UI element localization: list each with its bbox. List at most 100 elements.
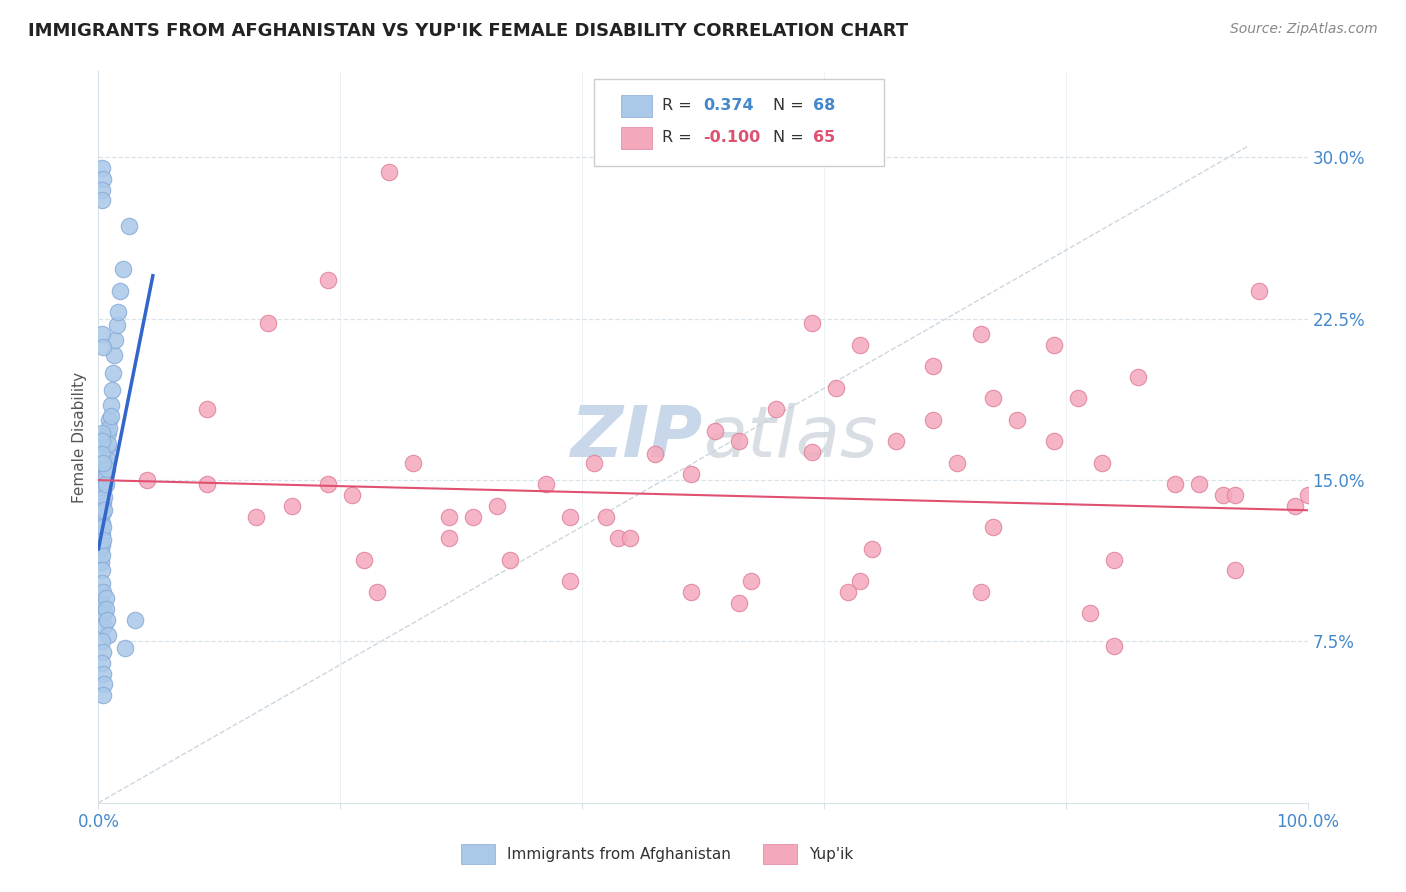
Point bbox=[97, 425, 120, 440]
Point bbox=[679, 467, 702, 481]
Point bbox=[981, 392, 1004, 406]
Text: R =: R = bbox=[662, 130, 692, 145]
Point bbox=[644, 447, 666, 461]
Text: 68: 68 bbox=[813, 98, 835, 113]
Point bbox=[91, 527, 114, 541]
Point bbox=[377, 165, 399, 179]
Text: N =: N = bbox=[773, 98, 804, 113]
Point bbox=[91, 172, 114, 186]
Point bbox=[800, 445, 823, 459]
Point bbox=[765, 402, 787, 417]
Point bbox=[1163, 477, 1185, 491]
Point bbox=[91, 456, 114, 470]
Point bbox=[93, 677, 115, 691]
Point bbox=[281, 499, 304, 513]
Point bbox=[108, 284, 131, 298]
Point bbox=[825, 381, 848, 395]
Point bbox=[93, 619, 115, 633]
Point bbox=[91, 656, 114, 670]
Text: Yup'ik: Yup'ik bbox=[810, 847, 853, 862]
Point bbox=[1223, 564, 1246, 578]
Point bbox=[91, 447, 114, 461]
Point bbox=[256, 316, 278, 330]
Point bbox=[98, 421, 121, 435]
Point bbox=[463, 509, 485, 524]
Point bbox=[94, 591, 117, 606]
FancyBboxPatch shape bbox=[595, 78, 884, 167]
Point bbox=[981, 520, 1004, 534]
Point bbox=[91, 194, 114, 208]
Text: 0.374: 0.374 bbox=[703, 98, 754, 113]
Point bbox=[921, 413, 943, 427]
Point bbox=[91, 688, 114, 702]
Point bbox=[970, 585, 993, 599]
Bar bbox=[461, 845, 495, 863]
Text: IMMIGRANTS FROM AFGHANISTAN VS YUP'IK FEMALE DISABILITY CORRELATION CHART: IMMIGRANTS FROM AFGHANISTAN VS YUP'IK FE… bbox=[28, 22, 908, 40]
Point bbox=[437, 531, 460, 545]
Point bbox=[1128, 369, 1150, 384]
Text: Source: ZipAtlas.com: Source: ZipAtlas.com bbox=[1230, 22, 1378, 37]
Point bbox=[90, 555, 112, 569]
Point bbox=[558, 509, 581, 524]
Point bbox=[595, 509, 617, 524]
Point bbox=[1042, 337, 1064, 351]
Point bbox=[101, 366, 124, 380]
Point bbox=[111, 262, 134, 277]
Point bbox=[860, 541, 883, 556]
Point bbox=[94, 467, 117, 481]
Point bbox=[1188, 477, 1211, 491]
Text: atlas: atlas bbox=[703, 402, 877, 472]
Point bbox=[91, 533, 114, 548]
Bar bbox=[763, 845, 797, 863]
Point bbox=[105, 318, 128, 333]
Point bbox=[704, 424, 727, 438]
Point bbox=[534, 477, 557, 491]
Point bbox=[100, 398, 122, 412]
Point bbox=[91, 576, 114, 591]
Point bbox=[91, 666, 114, 681]
Point bbox=[90, 533, 112, 548]
Point bbox=[728, 596, 751, 610]
Text: N =: N = bbox=[773, 130, 804, 145]
Point bbox=[353, 552, 375, 566]
Bar bbox=[621, 127, 652, 149]
Point bbox=[91, 161, 114, 176]
Point bbox=[91, 434, 114, 449]
Point bbox=[100, 383, 122, 397]
Point bbox=[91, 516, 114, 530]
Point bbox=[96, 462, 118, 476]
Point bbox=[437, 509, 460, 524]
Point bbox=[91, 483, 114, 498]
Point bbox=[91, 598, 114, 612]
Point bbox=[91, 549, 114, 563]
Point bbox=[90, 505, 112, 519]
Point bbox=[103, 348, 125, 362]
Point bbox=[91, 326, 114, 341]
Point bbox=[245, 509, 267, 524]
Point bbox=[195, 402, 218, 417]
Point bbox=[91, 538, 114, 552]
Point bbox=[104, 333, 127, 347]
Point bbox=[98, 413, 121, 427]
Point bbox=[342, 488, 364, 502]
Point bbox=[1212, 488, 1234, 502]
Point bbox=[728, 434, 751, 449]
Point bbox=[91, 585, 114, 599]
Point bbox=[1296, 488, 1319, 502]
Point bbox=[96, 441, 118, 455]
Point bbox=[93, 468, 115, 483]
Point bbox=[96, 451, 118, 466]
Point bbox=[93, 503, 115, 517]
Point bbox=[91, 340, 114, 354]
Point bbox=[91, 494, 114, 508]
Point bbox=[97, 628, 120, 642]
Text: Immigrants from Afghanistan: Immigrants from Afghanistan bbox=[508, 847, 731, 862]
Point bbox=[91, 499, 114, 513]
Text: 65: 65 bbox=[813, 130, 835, 145]
Point bbox=[849, 574, 872, 589]
Point bbox=[124, 613, 146, 627]
Point bbox=[90, 520, 112, 534]
Point bbox=[94, 602, 117, 616]
Point bbox=[91, 520, 114, 534]
Point bbox=[91, 183, 114, 197]
